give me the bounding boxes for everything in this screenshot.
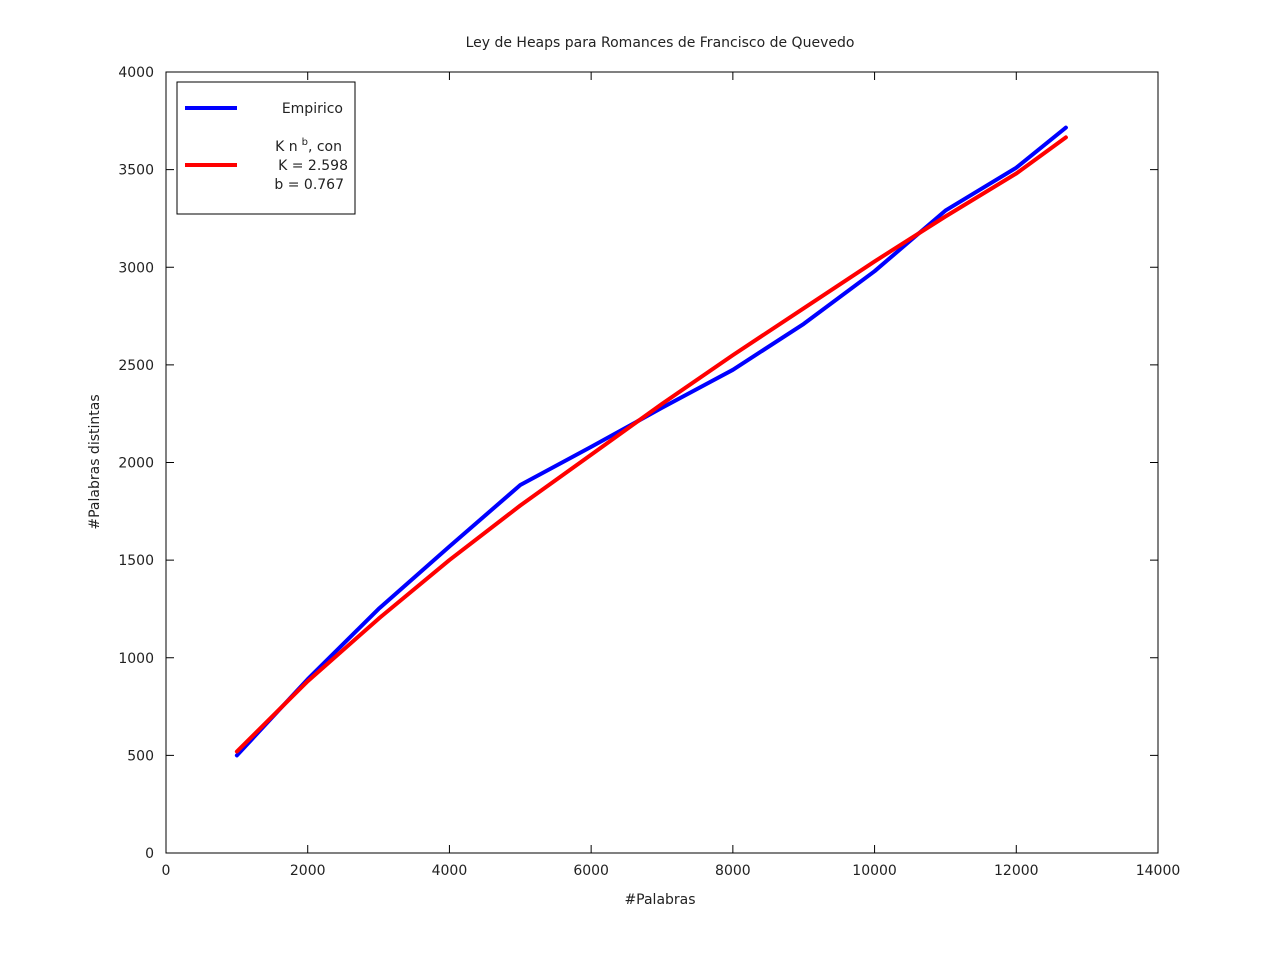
y-tick-label: 3500 xyxy=(118,163,154,179)
legend: Empirico K n b, con K = 2.598 b = 0.767 xyxy=(176,81,356,215)
series-line-empirico xyxy=(234,125,1068,758)
x-tick-label: 8000 xyxy=(715,863,751,879)
x-tick-label: 6000 xyxy=(573,863,609,879)
x-tick-label: 10000 xyxy=(852,863,897,879)
x-tick-label: 2000 xyxy=(290,863,326,879)
legend-label-fit-b: b = 0.767 xyxy=(274,177,344,193)
x-tick-label: 4000 xyxy=(432,863,468,879)
y-tick-label: 3000 xyxy=(118,260,154,276)
x-axis-label: #Palabras xyxy=(624,892,695,908)
series-line-fit xyxy=(234,135,1068,754)
legend-fit-exponent: b xyxy=(302,137,308,148)
legend-box xyxy=(176,81,356,215)
x-tick-label: 14000 xyxy=(1136,863,1181,879)
x-tick-label: 12000 xyxy=(994,863,1039,879)
legend-fit-prefix: K n xyxy=(275,139,298,155)
chart-title: Ley de Heaps para Romances de Francisco … xyxy=(466,35,855,51)
legend-fit-suffix: , con xyxy=(308,139,342,155)
axis-ticks: 0 2000 4000 6000 8000 10000 12000 14000 0 500 1000… xyxy=(118,65,1180,879)
y-tick-label: 1000 xyxy=(118,651,154,667)
y-tick-label: 500 xyxy=(127,748,154,764)
legend-label-fit-formula: K n b, con xyxy=(275,137,342,155)
y-tick-label: 0 xyxy=(145,846,154,862)
y-tick-label: 4000 xyxy=(118,65,154,81)
series-lines xyxy=(234,125,1068,758)
y-tick-label: 2500 xyxy=(118,358,154,374)
legend-label-fit-k: K = 2.598 xyxy=(278,158,348,174)
y-tick-label: 2000 xyxy=(118,456,154,472)
y-axis-label: #Palabras distintas xyxy=(87,394,103,529)
legend-label-empirico: Empirico xyxy=(282,101,343,117)
y-tick-label: 1500 xyxy=(118,553,154,569)
x-tick-label: 0 xyxy=(162,863,171,879)
